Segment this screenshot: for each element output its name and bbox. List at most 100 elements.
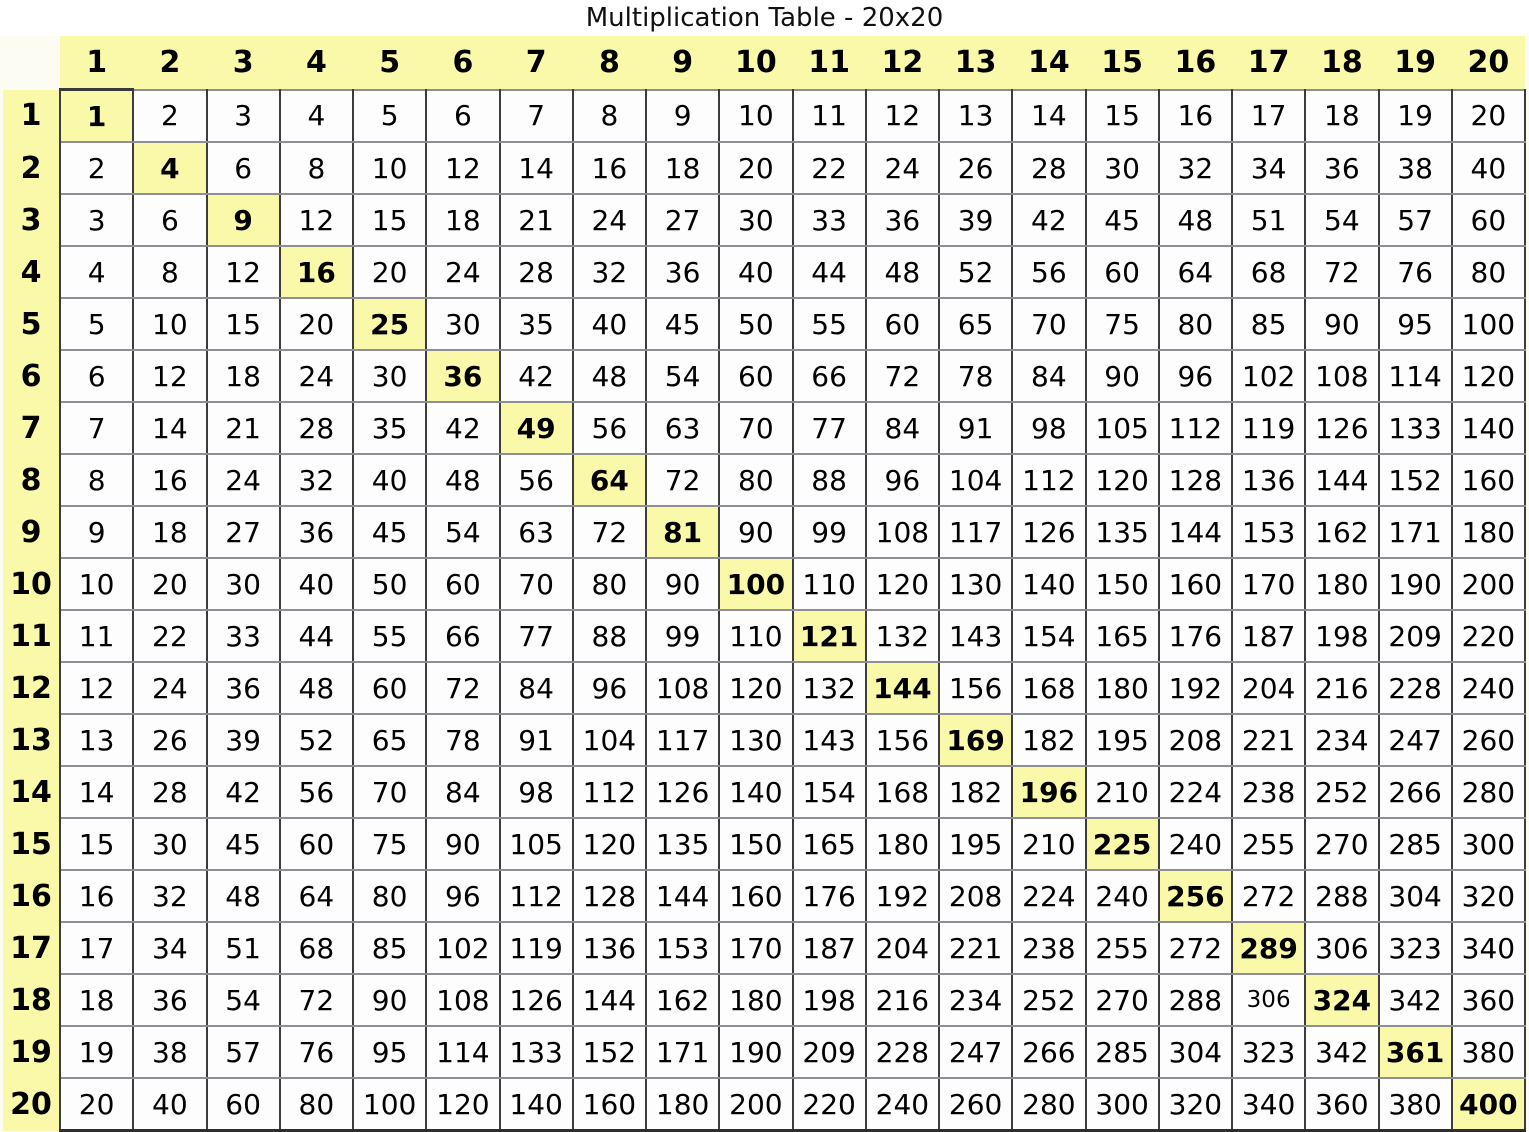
cell: 288 — [1304, 869, 1380, 923]
cell: 32 — [278, 453, 355, 507]
cell: 75 — [1084, 297, 1160, 351]
cell: 40 — [1450, 141, 1527, 195]
column-header: 8 — [572, 36, 646, 90]
cell: 119 — [1230, 401, 1307, 455]
cell: 132 — [864, 609, 941, 663]
cell: 98 — [1011, 401, 1087, 455]
cell: 16 — [571, 141, 648, 195]
cell: 36 — [425, 349, 501, 403]
cell: 108 — [864, 505, 941, 559]
cell: 152 — [1377, 453, 1453, 507]
cell: 40 — [351, 453, 428, 507]
cell: 66 — [425, 609, 501, 663]
cell: 126 — [1011, 505, 1087, 559]
cell: 21 — [205, 401, 281, 455]
cell: 105 — [498, 817, 574, 871]
cell: 90 — [1084, 349, 1160, 403]
cell: 160 — [1450, 453, 1527, 507]
cell: 13 — [937, 88, 1014, 143]
cell: 80 — [278, 1077, 355, 1132]
cell: 25 — [351, 297, 428, 351]
cell: 160 — [718, 869, 794, 923]
cell: 32 — [1157, 141, 1234, 195]
cell: 208 — [1157, 713, 1234, 767]
cell: 195 — [1084, 713, 1160, 767]
row-header: 2 — [3, 142, 61, 194]
cell: 99 — [791, 505, 867, 559]
cell: 24 — [132, 661, 208, 715]
cell: 8 — [132, 245, 208, 299]
cell: 42 — [498, 349, 574, 403]
cell: 323 — [1230, 1025, 1307, 1079]
cell: 119 — [498, 921, 574, 975]
cell: 32 — [132, 869, 208, 923]
cell: 238 — [1230, 765, 1307, 819]
cell: 266 — [1377, 765, 1453, 819]
column-header: 7 — [499, 36, 573, 90]
cell: 112 — [1011, 453, 1087, 507]
cell: 76 — [1377, 245, 1453, 299]
cell: 15 — [205, 297, 281, 351]
cell: 26 — [132, 713, 208, 767]
cell: 400 — [1450, 1077, 1527, 1132]
row-header: 7 — [3, 402, 61, 454]
cell: 361 — [1377, 1025, 1453, 1079]
cell: 340 — [1230, 1077, 1307, 1132]
column-header: 2 — [133, 36, 207, 90]
cell: 100 — [1450, 297, 1527, 351]
cell: 70 — [351, 765, 428, 819]
cell: 99 — [644, 609, 721, 663]
cell: 176 — [1157, 609, 1234, 663]
cell: 144 — [644, 869, 721, 923]
cell: 30 — [205, 557, 281, 611]
cell: 247 — [937, 1025, 1014, 1079]
cell: 192 — [864, 869, 941, 923]
cell: 5 — [351, 88, 428, 143]
cell: 280 — [1011, 1077, 1087, 1132]
column-header: 3 — [206, 36, 280, 90]
cell: 85 — [1230, 297, 1307, 351]
table-row: 7 7 14 21 28 35 42 49 56 63 70 77 84 91 98 105 112 119 126… — [3, 401, 1527, 455]
cell: 40 — [718, 245, 794, 299]
header-row: 1 2 3 4 5 6 7 8 9 10 11 12 13 14 15 16 17 18 19 20 — [3, 36, 1525, 90]
cell: 56 — [498, 453, 574, 507]
row-header: 13 — [3, 714, 61, 766]
cell: 144 — [571, 973, 648, 1027]
cell: 65 — [351, 713, 428, 767]
cell: 42 — [1011, 193, 1087, 247]
column-header: 4 — [279, 36, 353, 90]
cell: 16 — [58, 869, 135, 923]
cell: 143 — [937, 609, 1014, 663]
cell: 100 — [718, 557, 794, 611]
cell: 104 — [571, 713, 648, 767]
column-header: 15 — [1085, 36, 1159, 90]
cell: 11 — [791, 88, 867, 143]
table-row: 2 2 4 6 8 10 12 14 16 18 20 22 24 26 28 30 32 34 36 38 40 — [3, 141, 1527, 195]
cell: 18 — [644, 141, 721, 195]
cell: 304 — [1157, 1025, 1234, 1079]
cell: 209 — [1377, 609, 1453, 663]
cell: 126 — [644, 765, 721, 819]
column-header: 17 — [1232, 36, 1306, 90]
cell: 120 — [864, 557, 941, 611]
cell: 84 — [498, 661, 574, 715]
cell: 34 — [1230, 141, 1307, 195]
cell: 54 — [205, 973, 281, 1027]
cell: 288 — [1157, 973, 1234, 1027]
cell: 228 — [1377, 661, 1453, 715]
cell: 240 — [864, 1077, 941, 1132]
cell: 81 — [644, 505, 721, 559]
cell: 44 — [278, 609, 355, 663]
cell: 110 — [791, 557, 867, 611]
cell: 98 — [498, 765, 574, 819]
cell: 77 — [791, 401, 867, 455]
cell: 144 — [1157, 505, 1234, 559]
cell: 289 — [1230, 921, 1307, 975]
cell: 85 — [351, 921, 428, 975]
cell: 130 — [937, 557, 1014, 611]
cell: 320 — [1450, 869, 1527, 923]
cell: 18 — [1304, 88, 1380, 143]
cell: 48 — [864, 245, 941, 299]
cell: 24 — [278, 349, 355, 403]
